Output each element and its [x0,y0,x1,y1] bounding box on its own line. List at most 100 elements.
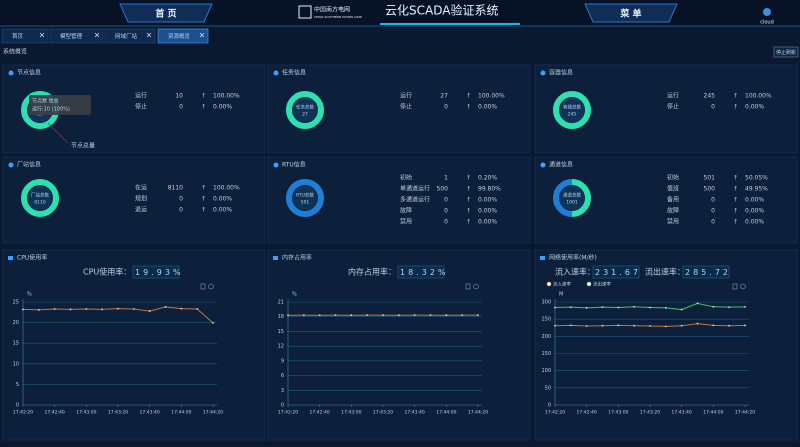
data-point [85,308,88,310]
readout-value: 285.72 [685,268,731,277]
row-value: 8110 [168,185,183,192]
row-trend: ↑ [733,197,738,204]
x-tick-label: 17:42:40 [45,410,65,416]
home-button-bg[interactable] [119,3,213,23]
delete-icon[interactable] [732,283,738,290]
delete-icon[interactable] [200,283,206,290]
chart-panel [534,249,798,441]
tab[interactable] [49,28,104,44]
tooltip-text: 运行:10 (100%) [32,106,70,113]
x-tick-label: 17:42:20 [278,410,298,416]
row-trend: ↑ [466,208,471,215]
y-unit: % [292,292,297,298]
x-tick-label: 17:43:40 [672,410,692,416]
refresh-icon[interactable] [473,283,479,290]
menu-button-bg[interactable] [584,3,678,23]
readout-box [682,265,730,279]
donut-label: 通道总数 [563,192,581,199]
y-tick-label: 20 [13,320,19,326]
x-tick-label: 17:43:40 [405,410,425,416]
row-percent: 0.00% [478,219,497,226]
row-value: 0 [711,208,715,215]
y-unit: % [27,292,32,298]
row-percent: 100.00% [213,185,240,192]
chart-panel [267,249,531,441]
row-name: 退运 [135,206,147,214]
refresh-button-bg[interactable] [773,46,799,58]
chart-icon [8,256,13,260]
chart-panel [2,249,266,441]
readout-label: 流入速率： [555,267,595,277]
row-percent: 100.00% [745,93,772,100]
tab-close[interactable] [199,32,205,38]
data-point [617,324,620,327]
data-point [334,314,337,317]
tooltip-bg [29,95,91,115]
data-point [180,307,183,310]
tab-close[interactable] [146,32,152,38]
donut-label: 任务总数 [296,104,314,111]
row-value: 0 [711,197,715,204]
refresh-button[interactable]: 停止刷新 [776,49,796,56]
data-point [633,305,636,308]
row-percent: 0.00% [478,208,497,215]
row-trend: ↑ [201,196,206,203]
tab[interactable] [104,28,156,44]
tab[interactable] [157,28,209,44]
row-percent: 99.80% [478,186,501,193]
data-point [664,325,667,328]
y-tick-label: 15 [278,329,284,335]
data-point [712,324,715,327]
row-name: 单通道运行 [400,185,430,193]
refresh-icon[interactable] [208,283,214,290]
tab-label[interactable]: 资源概览 [168,32,191,40]
refresh-icon[interactable] [740,283,746,290]
row-trend: ↑ [466,186,471,193]
tab[interactable] [1,28,49,44]
data-point [413,314,416,317]
data-point [585,325,588,327]
legend-marker [586,281,592,287]
tab-label[interactable]: 模型管理 [60,32,83,40]
delete-icon[interactable] [465,283,471,290]
data-point [696,302,699,305]
data-point [461,314,464,317]
x-tick-label: 17:42:40 [310,410,330,416]
tab-label[interactable]: 首页 [12,32,24,40]
data-point [302,314,305,317]
data-point [664,306,667,309]
row-value: 501 [704,175,716,182]
legend-marker [546,281,552,287]
data-point [554,324,556,327]
donut-segment [21,179,59,217]
home-button[interactable]: 首 页 [155,8,176,20]
x-tick-label: 17:42:20 [13,410,33,416]
row-trend: ↑ [733,93,738,100]
row-name: 停止 [400,103,412,111]
row-percent: 0.00% [745,197,764,204]
user-icon[interactable] [763,8,771,16]
menu-button[interactable]: 菜 单 [619,8,641,20]
row-value: 0 [179,196,183,203]
panel-title: 通道信息 [549,161,573,169]
row-percent: 49.95% [745,186,768,193]
data-point [382,314,384,317]
x-tick-label: 17:44:00 [703,410,723,416]
donut-label: 容器总数 [563,104,581,111]
tab-close[interactable] [94,32,100,38]
y-tick-label: 15 [13,341,19,347]
annotation-line [47,122,69,144]
user-name[interactable]: cloud [760,20,774,26]
x-tick-label: 17:44:20 [735,410,755,416]
tab-close[interactable] [39,32,45,38]
data-point [617,306,620,309]
tab-label[interactable]: 网域厂站 [115,32,138,40]
row-value: 0 [444,104,448,111]
y-tick-label: 250 [541,317,551,323]
row-name: 初始 [400,174,412,182]
y-tick-label: 18 [278,314,284,320]
x-tick-label: 17:44:00 [436,410,456,416]
chart-icon [540,256,545,260]
row-name: 运行 [667,92,679,100]
